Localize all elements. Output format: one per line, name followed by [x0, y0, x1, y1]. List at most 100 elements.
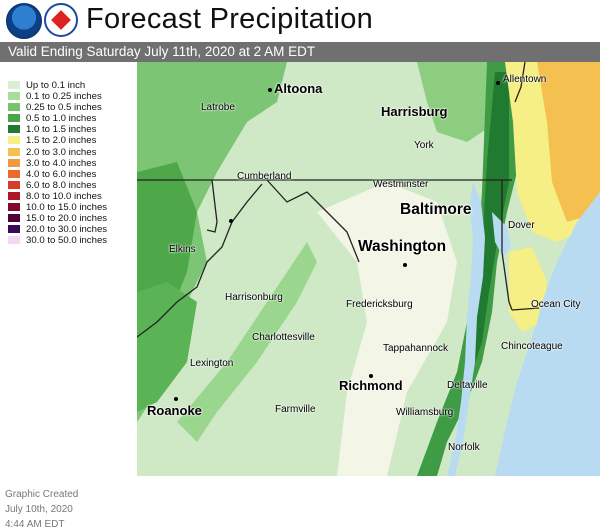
legend-label: 0.25 to 0.5 inches [26, 102, 102, 114]
city-label-latrobe: Latrobe [201, 102, 235, 113]
city-dot-roanoke [174, 397, 178, 401]
city-dot-elkins [229, 219, 233, 223]
city-label-elkins: Elkins [169, 244, 196, 255]
legend-swatch [8, 236, 20, 245]
legend-swatch [8, 169, 20, 178]
legend-label: 2.0 to 3.0 inches [26, 146, 97, 158]
precip-zone-yellow-delmarva [509, 247, 547, 332]
city-label-deltaville: Deltaville [447, 380, 488, 391]
pa-nj-border [514, 62, 526, 103]
legend-label: 6.0 to 8.0 inches [26, 179, 97, 191]
legend-row: 0.25 to 0.5 inches [8, 102, 107, 113]
legend-swatch [8, 180, 20, 189]
legend-row: 0.1 to 0.25 inches [8, 91, 107, 102]
legend-swatch [8, 214, 20, 223]
legend-row: 1.5 to 2.0 inches [8, 135, 107, 146]
legend-label: 1.0 to 1.5 inches [26, 124, 97, 136]
legend-row: 6.0 to 8.0 inches [8, 180, 107, 191]
legend-swatch [8, 92, 20, 101]
legend-row: 30.0 to 50.0 inches [8, 235, 107, 246]
wv-md-border [206, 179, 218, 233]
legend-swatch [8, 147, 20, 156]
precip-zone-east-max [472, 72, 509, 372]
city-label-tappahannock: Tappahannock [383, 343, 449, 354]
ocean [495, 192, 600, 476]
legend-label: 1.5 to 2.0 inches [26, 135, 97, 147]
city-label-york: York [414, 140, 434, 151]
city-label-cumberland: Cumberland [237, 171, 292, 182]
city-label-ocean-city: Ocean City [531, 299, 581, 310]
city-label-harrisburg: Harrisburg [381, 104, 448, 119]
valid-time-text: Valid Ending Saturday July 11th, 2020 at… [8, 44, 316, 59]
precip-zone-central-light [317, 182, 457, 476]
legend-label: 20.0 to 30.0 inches [26, 224, 108, 236]
city-label-williamsburg: Williamsburg [396, 407, 454, 418]
precipitation-map: Allentown Altoona Harrisburg Latrobe Yor… [137, 62, 600, 476]
legend-row: 8.0 to 10.0 inches [8, 191, 107, 202]
city-dot-washington [403, 263, 407, 267]
legend-label: 30.0 to 50.0 inches [26, 235, 108, 247]
legend-row: 15.0 to 20.0 inches [8, 213, 107, 224]
map-canvas [137, 62, 600, 476]
city-label-altoona: Altoona [274, 81, 323, 96]
precip-zone-southwest [137, 282, 197, 412]
legend-swatch [8, 191, 20, 200]
chesapeake-bay [447, 182, 485, 476]
legend-label: 8.0 to 10.0 inches [26, 190, 102, 202]
legend: Up to 0.1 inch 0.1 to 0.25 inches 0.25 to … [8, 80, 107, 246]
credit-line-2: July 10th, 2020 [5, 504, 73, 515]
city-dot-allentown [496, 81, 500, 85]
precip-zone-orange-ne [537, 62, 600, 222]
valid-time-bar: Valid Ending Saturday July 11th, 2020 at… [0, 42, 600, 62]
city-dot-richmond [369, 374, 373, 378]
md-de-border [501, 180, 513, 311]
city-label-washington: Washington [358, 238, 447, 255]
legend-row: 10.0 to 15.0 inches [8, 202, 107, 213]
legend-label: Up to 0.1 inch [26, 80, 86, 91]
legend-label: 0.1 to 0.25 inches [26, 91, 102, 103]
city-label-richmond: Richmond [339, 378, 403, 393]
legend-swatch [8, 114, 20, 123]
legend-label: 10.0 to 15.0 inches [26, 202, 108, 214]
legend-label: 3.0 to 4.0 inches [26, 157, 97, 169]
legend-row: 1.0 to 1.5 inches [8, 124, 107, 135]
potomac-border [266, 179, 360, 263]
city-label-norfolk: Norfolk [448, 442, 480, 453]
legend-row: 20.0 to 30.0 inches [8, 224, 107, 235]
nws-logo-icon [44, 3, 78, 37]
legend-swatch [8, 225, 20, 234]
legend-panel: Up to 0.1 inch 0.1 to 0.25 inches 0.25 to … [0, 62, 137, 530]
md-de-south-border [511, 307, 540, 311]
legend-row: 4.0 to 6.0 inches [8, 169, 107, 180]
city-label-farmville: Farmville [275, 404, 316, 415]
legend-label: 0.5 to 1.0 inches [26, 113, 97, 125]
legend-swatch [8, 125, 20, 134]
page-title: Forecast Precipitation [86, 3, 374, 35]
legend-row: 0.5 to 1.0 inches [8, 113, 107, 124]
city-dot-altoona [268, 88, 272, 92]
legend-swatch [8, 103, 20, 112]
legend-label: 15.0 to 20.0 inches [26, 213, 108, 225]
legend-row: Up to 0.1 inch [8, 80, 107, 91]
city-label-dover: Dover [508, 220, 535, 231]
va-wv-border [137, 183, 263, 338]
legend-swatch [8, 203, 20, 212]
city-label-lexington: Lexington [190, 358, 234, 369]
city-label-chincoteague: Chincoteague [501, 341, 563, 352]
legend-row: 2.0 to 3.0 inches [8, 147, 107, 158]
city-label-charlottesville: Charlottesville [252, 332, 315, 343]
legend-label: 4.0 to 6.0 inches [26, 168, 97, 180]
city-label-baltimore: Baltimore [400, 201, 472, 218]
graphic-created-credit: Graphic Created July 10th, 2020 4:44 AM … [5, 487, 78, 532]
legend-swatch [8, 81, 20, 89]
precip-zone-west-medium [137, 62, 287, 422]
credit-line-3: 4:44 AM EDT [5, 519, 65, 530]
city-label-fredericksburg: Fredericksburg [346, 299, 413, 310]
city-label-harrisonburg: Harrisonburg [225, 292, 283, 303]
header: Forecast Precipitation [0, 0, 600, 42]
city-label-westminster: Westminster [373, 179, 429, 190]
legend-row: 3.0 to 4.0 inches [8, 158, 107, 169]
noaa-logo-icon [6, 3, 42, 39]
city-label-roanoke: Roanoke [147, 403, 202, 418]
precip-zone-north-pa [417, 62, 497, 142]
